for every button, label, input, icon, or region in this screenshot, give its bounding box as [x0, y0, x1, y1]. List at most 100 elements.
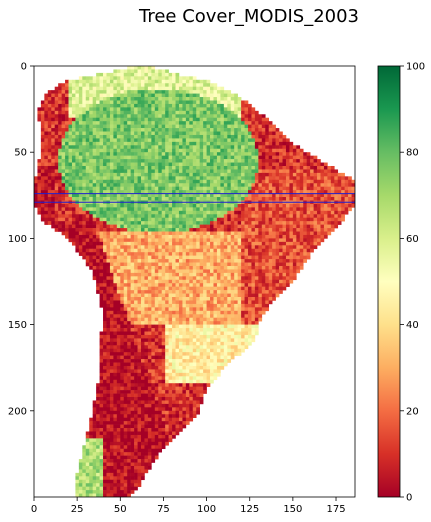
heatmap-cell	[230, 107, 235, 112]
heatmap-cell	[92, 183, 97, 187]
heatmap-cell	[210, 290, 214, 294]
heatmap-cell	[172, 169, 176, 174]
heatmap-cell	[99, 145, 104, 150]
heatmap-cell	[92, 93, 97, 98]
heatmap-cell	[109, 255, 114, 260]
heatmap-cell	[158, 286, 163, 291]
heatmap-cell	[96, 286, 100, 291]
heatmap-cell	[279, 248, 283, 253]
heatmap-cell	[185, 307, 190, 312]
heatmap-cell	[130, 283, 135, 287]
heatmap-cell	[71, 210, 76, 215]
heatmap-cell	[268, 169, 273, 174]
heatmap-cell	[220, 207, 225, 212]
heatmap-cell	[144, 252, 149, 256]
heatmap-cell	[265, 255, 270, 260]
heatmap-cell	[161, 276, 166, 281]
heatmap-cell	[317, 241, 321, 246]
heatmap-cell	[34, 176, 38, 181]
heatmap-cell	[189, 231, 194, 236]
heatmap-cell	[261, 259, 266, 263]
heatmap-cell	[51, 207, 56, 212]
heatmap-cell	[313, 179, 318, 184]
heatmap-cell	[58, 138, 62, 143]
heatmap-cell	[306, 165, 311, 170]
heatmap-cell	[109, 110, 114, 115]
heatmap-cell	[320, 186, 325, 191]
heatmap-cell	[230, 124, 235, 129]
heatmap-cell	[185, 262, 190, 267]
heatmap-cell	[165, 176, 169, 181]
heatmap-cell	[296, 148, 301, 153]
heatmap-cell	[299, 210, 304, 215]
heatmap-cell	[165, 83, 169, 87]
heatmap-cell	[165, 238, 169, 243]
heatmap-cell	[89, 169, 93, 174]
heatmap-cell	[230, 145, 235, 150]
heatmap-cell	[65, 162, 69, 167]
heatmap-cell	[154, 176, 159, 181]
heatmap-cell	[275, 245, 280, 250]
heatmap-cell	[161, 228, 166, 232]
heatmap-cell	[175, 262, 180, 267]
heatmap-cell	[196, 110, 200, 115]
heatmap-cell	[89, 138, 93, 143]
heatmap-cell	[147, 103, 152, 108]
heatmap-cell	[230, 293, 235, 298]
heatmap-cell	[109, 238, 114, 243]
heatmap-cell	[279, 272, 283, 277]
heatmap-cell	[127, 290, 131, 294]
heatmap-cell	[58, 159, 62, 163]
heatmap-cell	[206, 148, 211, 153]
heatmap-cell	[151, 193, 156, 198]
heatmap-cell	[151, 152, 156, 156]
heatmap-cell	[141, 169, 145, 174]
heatmap-cell	[99, 255, 104, 260]
heatmap-cell	[141, 100, 145, 105]
heatmap-cell	[261, 279, 266, 284]
heatmap-cell	[306, 169, 311, 174]
heatmap-cell	[199, 252, 204, 256]
heatmap-cell	[172, 121, 176, 125]
heatmap-cell	[203, 269, 207, 274]
heatmap-cell	[161, 252, 166, 256]
heatmap-cell	[161, 303, 166, 308]
heatmap-cell	[85, 210, 90, 215]
heatmap-cell	[230, 276, 235, 281]
heatmap-cell	[320, 228, 325, 232]
heatmap-cell	[185, 252, 190, 256]
heatmap-cell	[292, 238, 297, 243]
heatmap-cell	[265, 283, 270, 287]
heatmap-cell	[265, 238, 270, 243]
heatmap-cell	[178, 286, 183, 291]
heatmap-cell	[116, 93, 121, 98]
heatmap-cell	[120, 279, 125, 284]
heatmap-cell	[161, 265, 166, 270]
heatmap-cell	[113, 148, 118, 153]
heatmap-cell	[251, 162, 256, 167]
heatmap-cell	[230, 317, 235, 322]
heatmap-cell	[96, 83, 100, 87]
heatmap-cell	[292, 197, 297, 201]
heatmap-cell	[68, 83, 73, 87]
heatmap-cell	[175, 186, 180, 191]
heatmap-cell	[223, 269, 228, 274]
heatmap-cell	[203, 248, 207, 253]
heatmap-cell	[127, 179, 131, 184]
heatmap-cell	[82, 190, 87, 194]
heatmap-cell	[96, 290, 100, 294]
heatmap-cell	[116, 186, 121, 191]
heatmap-cell	[268, 165, 273, 170]
heatmap-cell	[258, 152, 263, 156]
heatmap-cell	[258, 207, 263, 212]
heatmap-cell	[185, 207, 190, 212]
heatmap-cell	[299, 252, 304, 256]
heatmap-cell	[268, 231, 273, 236]
heatmap-cell	[75, 169, 80, 174]
heatmap-cell	[241, 145, 245, 150]
heatmap-cell	[292, 152, 297, 156]
heatmap-cell	[78, 117, 83, 122]
heatmap-cell	[244, 245, 249, 250]
heatmap-cell	[123, 186, 128, 191]
heatmap-cell	[172, 245, 176, 250]
